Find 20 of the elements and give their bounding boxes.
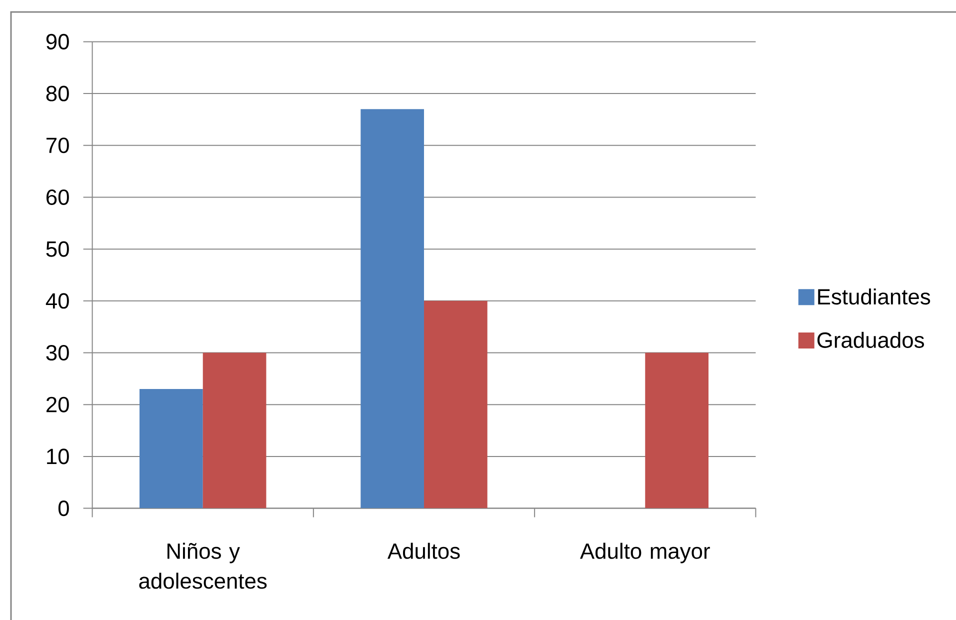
bar [360,109,424,508]
legend-label: Estudiantes [818,288,930,305]
y-tick-label: 20 [46,396,69,412]
y-tick-label: 90 [46,34,69,50]
bar [424,300,488,508]
y-tick-label: 40 [46,293,69,309]
y-tick-label: 70 [46,138,69,154]
y-tick-label: 10 [47,448,69,464]
y-tick-label: 30 [46,344,69,361]
y-tick-label: 80 [46,86,69,102]
legend-label: Graduados [817,332,924,348]
y-tick-label: 60 [46,189,69,205]
y-tick-label: 0 [58,500,69,516]
x-tick-label: Adulto mayor [580,542,710,564]
bar [140,389,203,508]
x-tick-label: Adultos [387,542,460,559]
bar [645,352,708,508]
y-tick-label: 50 [46,241,69,257]
x-tick-label: Niños y adolescentes [139,542,267,589]
bar [202,352,266,508]
